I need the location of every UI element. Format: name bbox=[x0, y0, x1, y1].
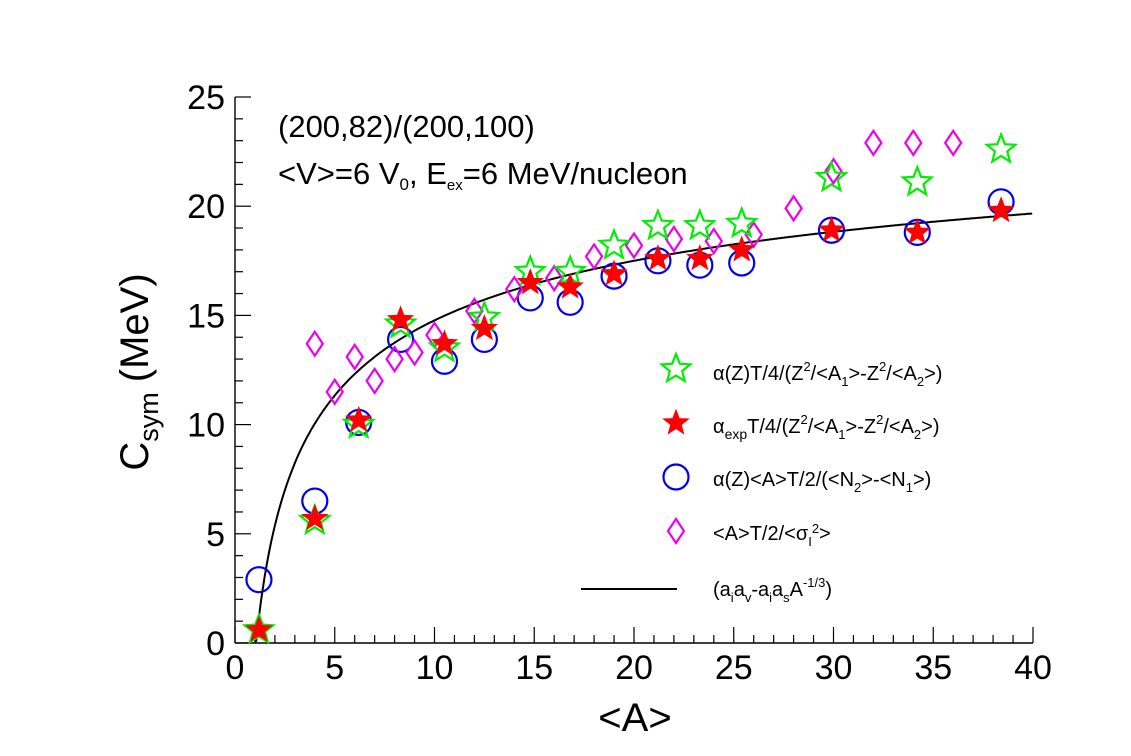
data-point-filled-star bbox=[987, 196, 1015, 223]
x-tick-label: 35 bbox=[914, 649, 952, 687]
y-tick-label: 25 bbox=[187, 79, 225, 117]
data-point-filled-star bbox=[686, 244, 714, 271]
legend-marker-open-diamond bbox=[666, 517, 686, 545]
x-tick-label: 40 bbox=[1014, 649, 1052, 687]
data-point-open-diamond bbox=[824, 157, 843, 186]
data-point-filled-star bbox=[430, 329, 459, 356]
data-point-open-star bbox=[983, 131, 1019, 165]
legend: α(Z)T/4/(Z2/<A1>-Z2/<A2>) αexpT/4/(Z2/<A… bbox=[581, 350, 942, 605]
annotation-e-sub: ex bbox=[447, 177, 463, 194]
data-point-filled-star bbox=[516, 268, 544, 295]
data-point-open-diamond bbox=[624, 231, 644, 260]
legend-label-open-circle: α(Z)<A>T/2/(<N2>-<N1>) bbox=[713, 469, 931, 495]
x-tick-label: 20 bbox=[615, 649, 653, 687]
data-point-open-diamond bbox=[864, 128, 883, 157]
data-point-filled-star bbox=[600, 259, 628, 286]
data-point-open-star bbox=[341, 406, 376, 440]
data-point-filled-star bbox=[344, 405, 373, 432]
data-point-open-diamond bbox=[943, 128, 963, 157]
data-point-open-diamond bbox=[784, 194, 803, 223]
data-point-open-star bbox=[682, 207, 717, 241]
data-point-open-star bbox=[640, 207, 676, 241]
legend-label-open-star: α(Z)T/4/(Z2/<A1>-Z2/<A2>) bbox=[713, 359, 942, 389]
x-tick-label: 30 bbox=[815, 649, 853, 687]
data-point-filled-star bbox=[556, 272, 584, 299]
data-point-open-star bbox=[814, 159, 849, 193]
y-axis-title-main: C bbox=[113, 442, 157, 471]
legend-marker-open-circle bbox=[662, 463, 690, 491]
data-point-open-star bbox=[596, 227, 632, 261]
x-axis-title: <A> bbox=[598, 696, 671, 740]
fit-curve bbox=[255, 212, 1033, 643]
data-point-filled-star bbox=[644, 244, 672, 271]
x-tick-label: 10 bbox=[416, 649, 454, 687]
y-axis-title-units: (MeV) bbox=[113, 273, 157, 382]
data-point-filled-star bbox=[903, 217, 932, 245]
data-point-filled-star bbox=[301, 504, 329, 531]
y-axis-title: Csym (MeV) bbox=[113, 273, 164, 470]
legend-label-filled-star: αexpT/4/(Z2/<A1>-Z2/<A2>) bbox=[713, 412, 939, 442]
y-tick-label: 15 bbox=[187, 297, 225, 335]
data-point-open-diamond bbox=[544, 264, 564, 293]
annotation-line1: (200,82)/(200,100) bbox=[278, 109, 535, 144]
annotation-line2: <V>=6 V0, Eex=6 MeV/nucleon bbox=[278, 156, 688, 194]
x-tick-label: 25 bbox=[715, 649, 753, 687]
data-point-open-diamond bbox=[465, 297, 484, 326]
y-axis-title-sub: sym bbox=[134, 392, 164, 442]
data-point-open-circle bbox=[386, 325, 415, 354]
data-point-open-circle bbox=[245, 566, 273, 594]
annotation-v-sub: 0 bbox=[400, 175, 409, 194]
x-ticks: 0 5 10 15 20 25 30 35 40 bbox=[226, 627, 1052, 687]
data-point-open-diamond bbox=[664, 224, 684, 253]
annotation-e: , E bbox=[409, 156, 447, 191]
y-tick-label: 10 bbox=[187, 407, 225, 445]
data-point-open-diamond bbox=[903, 128, 923, 157]
data-point-open-star bbox=[241, 611, 277, 645]
legend-label-open-diamond: <A>T/2/<σI2> bbox=[713, 521, 831, 549]
legend-marker-open-star bbox=[658, 350, 694, 384]
data-point-open-diamond bbox=[325, 377, 345, 406]
data-point-filled-star bbox=[245, 615, 273, 642]
annotation-e-value: =6 MeV/nucleon bbox=[463, 156, 688, 191]
y-tick-label: 20 bbox=[187, 188, 225, 226]
data-markers bbox=[241, 128, 1019, 645]
data-point-open-star bbox=[900, 164, 935, 197]
data-point-open-diamond bbox=[345, 342, 365, 371]
x-tick-label: 5 bbox=[325, 649, 344, 687]
data-point-open-star bbox=[724, 205, 759, 239]
y-ticks: 0 5 10 15 20 25 bbox=[187, 79, 251, 663]
data-point-filled-star bbox=[386, 305, 415, 332]
data-point-open-diamond bbox=[365, 366, 384, 395]
annotation-v: <V>=6 V bbox=[278, 156, 400, 191]
data-point-open-diamond bbox=[584, 242, 604, 271]
x-tick-label: 0 bbox=[226, 649, 245, 687]
data-point-open-diamond bbox=[385, 345, 404, 374]
x-tick-label: 15 bbox=[515, 649, 553, 687]
data-point-open-star bbox=[427, 330, 462, 363]
data-point-open-circle bbox=[556, 288, 584, 316]
legend-markers bbox=[658, 350, 694, 545]
data-point-open-star bbox=[383, 306, 418, 339]
data-point-filled-star bbox=[470, 314, 499, 341]
data-point-filled-star bbox=[817, 215, 846, 242]
legend-label-fit: (aiav-aiasA-1/3) bbox=[713, 575, 832, 605]
legend-marker-filled-star bbox=[662, 408, 690, 435]
y-tick-label: 5 bbox=[206, 516, 225, 554]
data-point-open-diamond bbox=[405, 338, 424, 367]
y-tick-label: 0 bbox=[206, 625, 225, 663]
data-point-filled-star bbox=[728, 235, 756, 262]
data-point-open-diamond bbox=[305, 329, 325, 358]
data-point-open-diamond bbox=[504, 275, 524, 304]
